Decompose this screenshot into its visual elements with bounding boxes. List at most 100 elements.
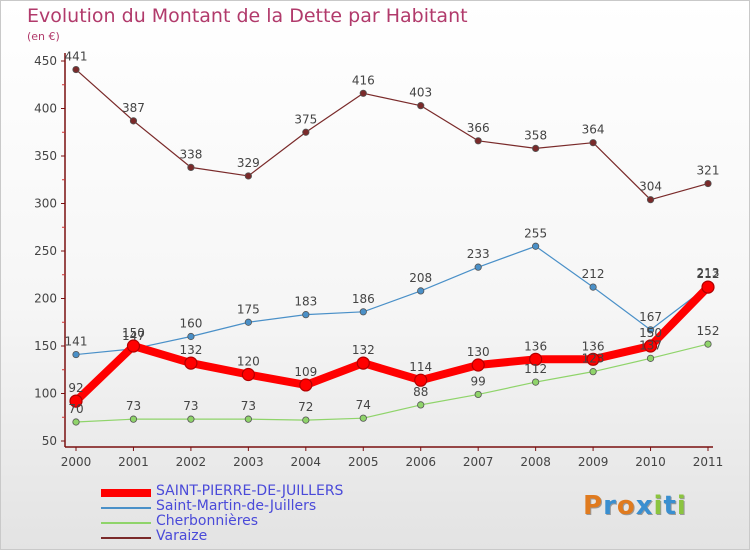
data-point-varaize bbox=[129, 117, 138, 125]
series-line-varaize bbox=[75, 68, 709, 201]
data-label-saint-pierre-de-juillers: 130 bbox=[467, 345, 490, 359]
legend-swatch bbox=[101, 489, 151, 497]
data-label-varaize: 304 bbox=[639, 180, 662, 194]
data-point-saint-pierre-de-juillers bbox=[356, 356, 370, 370]
data-label-cherbonni-res: 123 bbox=[582, 352, 605, 366]
x-tick-label: 2003 bbox=[233, 455, 264, 469]
data-label-saint-pierre-de-juillers: 136 bbox=[582, 339, 605, 353]
data-point-varaize bbox=[244, 172, 252, 180]
data-point-saint-martin-de-juillers bbox=[72, 350, 80, 359]
data-label-cherbonni-res: 72 bbox=[298, 400, 313, 414]
data-label-saint-martin-de-juillers: 212 bbox=[582, 267, 605, 281]
data-point-cherbonni-res bbox=[129, 415, 138, 423]
data-point-varaize bbox=[417, 102, 425, 110]
data-point-varaize bbox=[302, 128, 310, 136]
data-label-cherbonni-res: 99 bbox=[471, 374, 486, 388]
data-label-saint-martin-de-juillers: 186 bbox=[352, 292, 375, 306]
data-label-cherbonni-res: 137 bbox=[639, 338, 662, 352]
data-point-saint-pierre-de-juillers bbox=[69, 394, 83, 408]
data-label-cherbonni-res: 70 bbox=[68, 402, 83, 416]
data-label-varaize: 416 bbox=[352, 73, 375, 87]
data-point-cherbonni-res bbox=[359, 414, 367, 422]
data-label-varaize: 387 bbox=[122, 101, 145, 115]
data-label-cherbonni-res: 73 bbox=[241, 399, 256, 413]
legend-label: Varaize bbox=[156, 528, 208, 544]
data-label-varaize: 358 bbox=[524, 128, 547, 142]
data-point-cherbonni-res bbox=[704, 340, 712, 348]
legend-swatch bbox=[101, 537, 151, 539]
data-label-varaize: 441 bbox=[65, 50, 88, 64]
data-point-cherbonni-res bbox=[302, 416, 310, 424]
data-point-cherbonni-res bbox=[532, 378, 540, 386]
data-point-varaize bbox=[72, 65, 80, 74]
legend-label: Cherbonnières bbox=[156, 513, 259, 529]
data-label-cherbonni-res: 74 bbox=[356, 398, 371, 412]
data-point-varaize bbox=[704, 179, 712, 188]
data-point-saint-martin-de-juillers bbox=[302, 311, 310, 319]
data-point-cherbonni-res bbox=[589, 368, 597, 376]
data-point-varaize bbox=[532, 144, 540, 152]
data-point-saint-pierre-de-juillers bbox=[241, 367, 255, 382]
data-label-saint-martin-de-juillers: 147 bbox=[122, 329, 145, 343]
data-label-saint-martin-de-juillers: 255 bbox=[524, 226, 547, 240]
x-tick-label: 2007 bbox=[463, 455, 494, 469]
y-tick-label: 300 bbox=[34, 197, 57, 211]
series-line-saint-pierre-de-juillers bbox=[72, 283, 712, 406]
x-tick-label: 2001 bbox=[118, 455, 149, 469]
data-point-saint-pierre-de-juillers bbox=[643, 339, 658, 353]
data-label-varaize: 338 bbox=[179, 147, 202, 161]
data-point-cherbonni-res bbox=[417, 401, 425, 409]
data-label-varaize: 403 bbox=[409, 86, 432, 100]
data-label-saint-martin-de-juillers: 141 bbox=[65, 335, 88, 349]
data-point-cherbonni-res bbox=[72, 418, 80, 426]
data-point-cherbonni-res bbox=[646, 354, 655, 362]
data-point-saint-pierre-de-juillers bbox=[529, 352, 543, 366]
data-label-saint-pierre-de-juillers: 150 bbox=[639, 326, 662, 340]
data-point-varaize bbox=[646, 196, 655, 204]
data-label-varaize: 321 bbox=[697, 164, 720, 178]
data-point-saint-martin-de-juillers bbox=[646, 326, 655, 334]
data-label-saint-martin-de-juillers: 167 bbox=[639, 310, 662, 324]
data-label-saint-pierre-de-juillers: 212 bbox=[697, 267, 720, 281]
y-tick-label: 350 bbox=[34, 149, 57, 163]
data-point-varaize bbox=[474, 137, 482, 145]
data-point-saint-pierre-de-juillers bbox=[471, 358, 485, 372]
x-tick-label: 2011 bbox=[693, 455, 724, 469]
data-label-saint-martin-de-juillers: 233 bbox=[467, 247, 490, 261]
data-point-saint-pierre-de-juillers bbox=[701, 280, 715, 294]
data-point-saint-martin-de-juillers bbox=[589, 283, 597, 291]
data-point-cherbonni-res bbox=[244, 415, 252, 423]
x-tick-label: 2005 bbox=[348, 455, 379, 469]
x-tick-label: 2008 bbox=[520, 455, 551, 469]
data-label-saint-martin-de-juillers: 175 bbox=[237, 302, 260, 316]
data-label-cherbonni-res: 73 bbox=[126, 399, 141, 413]
data-label-cherbonni-res: 88 bbox=[413, 385, 428, 399]
data-point-saint-martin-de-juillers bbox=[474, 263, 482, 271]
x-tick-label: 2010 bbox=[635, 455, 666, 469]
data-label-varaize: 366 bbox=[467, 121, 490, 135]
data-label-varaize: 364 bbox=[582, 123, 605, 137]
data-label-saint-pierre-de-juillers: 92 bbox=[68, 381, 83, 395]
data-point-varaize bbox=[359, 89, 367, 97]
data-label-cherbonni-res: 112 bbox=[524, 362, 547, 376]
data-point-saint-martin-de-juillers bbox=[244, 318, 252, 326]
data-point-saint-martin-de-juillers bbox=[417, 287, 425, 295]
legend-label: Saint-Martin-de-Juillers bbox=[156, 498, 317, 514]
data-point-cherbonni-res bbox=[474, 390, 482, 399]
y-tick-label: 50 bbox=[42, 434, 57, 448]
legend-label: SAINT-PIERRE-DE-JUILLERS bbox=[156, 483, 344, 499]
x-tick-label: 2006 bbox=[405, 455, 436, 469]
data-label-varaize: 375 bbox=[294, 112, 317, 126]
chart-title: Evolution du Montant de la Dette par Hab… bbox=[27, 5, 468, 27]
data-point-varaize bbox=[187, 163, 195, 171]
data-point-cherbonni-res bbox=[187, 415, 195, 423]
legend-swatch bbox=[101, 507, 151, 509]
x-tick-label: 2004 bbox=[291, 455, 322, 469]
data-label-saint-pierre-de-juillers: 120 bbox=[237, 355, 260, 369]
data-point-saint-pierre-de-juillers bbox=[299, 378, 313, 392]
data-label-saint-pierre-de-juillers: 109 bbox=[294, 365, 317, 379]
data-label-varaize: 329 bbox=[237, 156, 260, 170]
series-line-cherbonni-res bbox=[75, 343, 709, 423]
chart-subtitle: (en €) bbox=[27, 30, 60, 43]
